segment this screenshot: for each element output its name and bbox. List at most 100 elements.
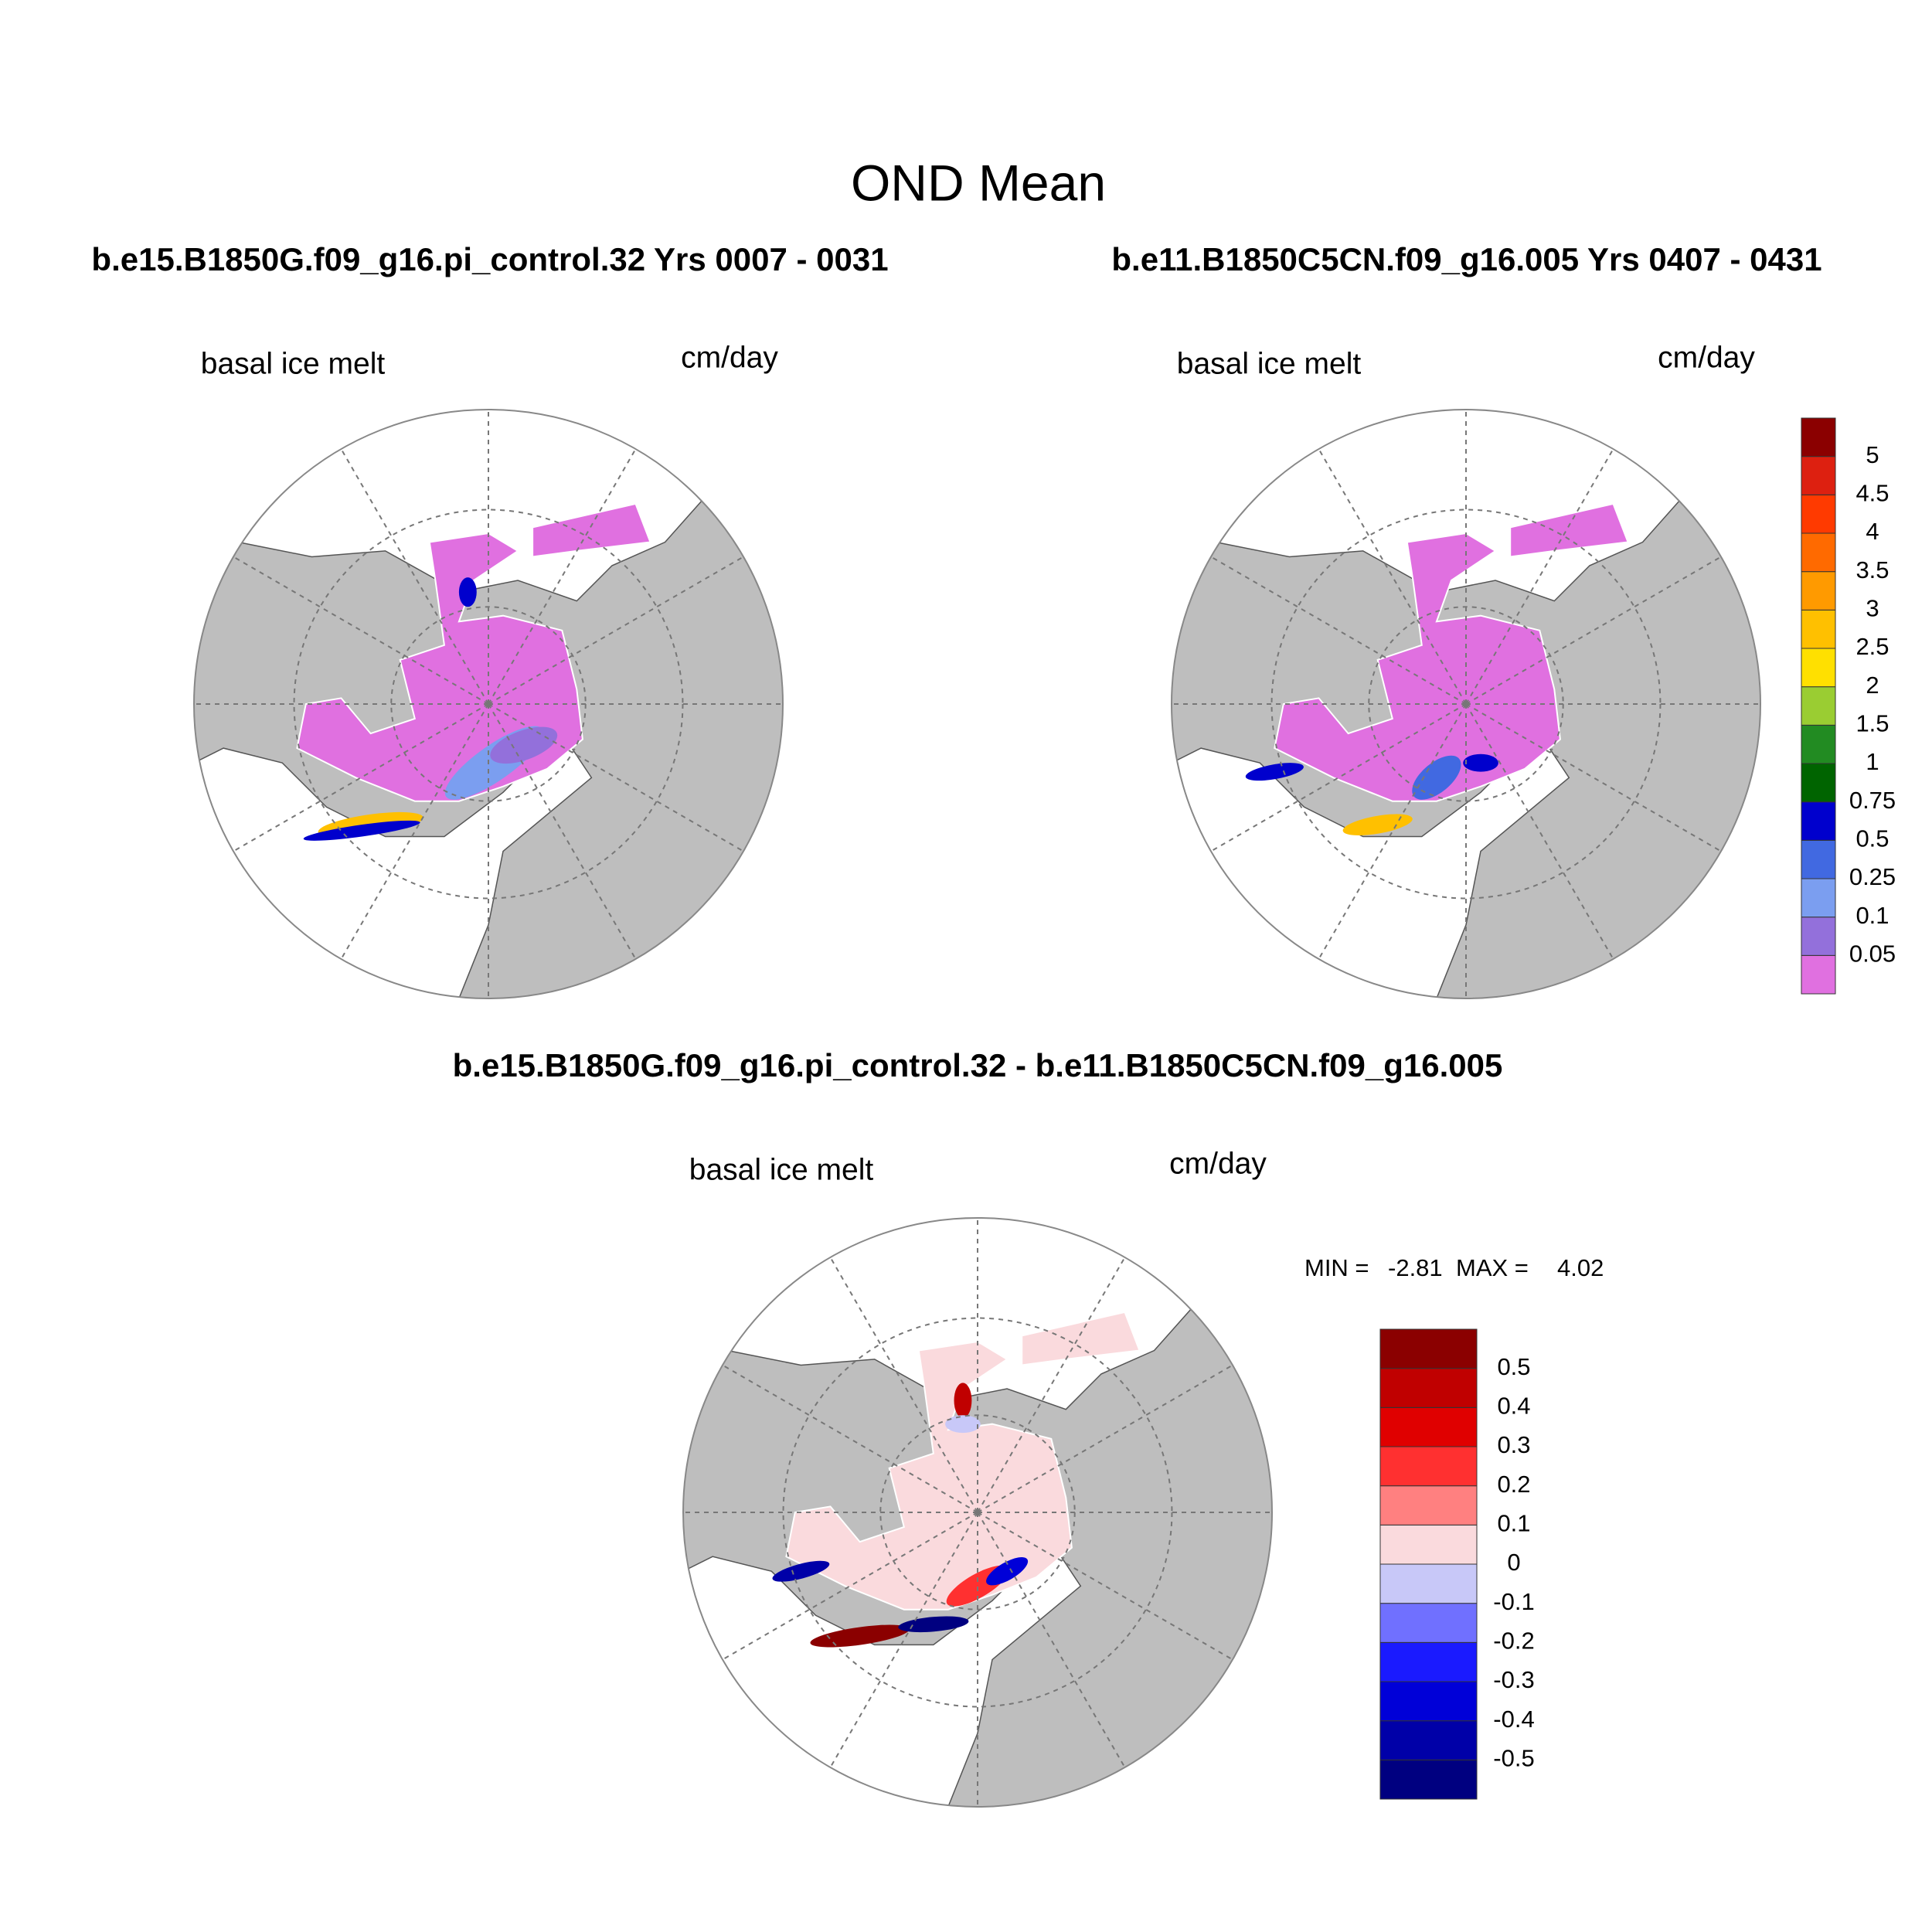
colorbar-label: -0.4: [1493, 1706, 1534, 1733]
colorbar-label: -0.3: [1493, 1666, 1534, 1693]
colorbar-label: 0.2: [1497, 1471, 1530, 1498]
melt-feature: [1342, 814, 1413, 835]
variable-label: basal ice melt: [1177, 347, 1362, 380]
longitude-line: [1318, 448, 1467, 705]
colorbar-box: [1801, 801, 1836, 841]
map-border: [682, 1217, 1273, 1808]
longitude-line: [977, 1257, 1126, 1513]
colorbar-label: 0.05: [1849, 940, 1896, 968]
colorbar-box: [1379, 1641, 1478, 1682]
colorbar-label: 0.4: [1497, 1393, 1530, 1420]
colorbar-box: [1379, 1681, 1478, 1722]
longitude-line: [233, 556, 489, 705]
longitude-line: [1210, 703, 1467, 852]
colorbar-box: [1379, 1485, 1478, 1526]
units-label: cm/day: [1169, 1147, 1267, 1180]
melt-feature: [458, 577, 477, 607]
longitude-line: [1465, 703, 1614, 960]
melt-feature: [954, 1383, 972, 1419]
colorbar-label: 1.5: [1855, 710, 1889, 737]
colorbar-label: 5: [1866, 441, 1879, 468]
panel-heading: b.e15.B1850G.f09_g16.pi_control.32 Yrs 0…: [91, 241, 888, 277]
longitude-line: [829, 1512, 978, 1768]
colorbar-box: [1801, 494, 1836, 534]
latitude-line: [782, 1317, 1173, 1708]
longitude-line: [233, 703, 489, 852]
sea-ice-field: [1509, 502, 1629, 558]
colorbar-box: [1801, 763, 1836, 803]
colorbar-box: [1801, 686, 1836, 726]
sea-ice-field: [532, 502, 651, 558]
longitude-line: [488, 703, 744, 852]
melt-feature: [490, 726, 558, 764]
melt-feature: [986, 1557, 1029, 1586]
longitude-line: [1465, 703, 1722, 852]
colorbar-label: 4.5: [1855, 480, 1889, 507]
colorbar-box: [1379, 1368, 1478, 1408]
variable-label: basal ice melt: [689, 1153, 874, 1186]
units-label: cm/day: [681, 341, 778, 374]
longitude-line: [340, 703, 489, 960]
colorbar-label: -0.5: [1493, 1745, 1534, 1772]
colorbar-box: [1379, 1446, 1478, 1487]
colorbar-label: 3: [1866, 595, 1879, 622]
melt-feature: [1412, 755, 1461, 800]
colorbar-box: [1801, 417, 1836, 457]
colorbar-box: [1801, 724, 1836, 764]
colorbar-label: 1: [1866, 748, 1879, 775]
colorbar-box: [1801, 532, 1836, 573]
sea-ice-field: [1021, 1311, 1141, 1366]
colorbar-box: [1801, 571, 1836, 611]
polar-map: [194, 410, 783, 998]
min-label: MIN =: [1304, 1254, 1369, 1281]
longitude-line: [1465, 556, 1722, 705]
sea-ice-field: [785, 1340, 1073, 1611]
units-label: cm/day: [1658, 341, 1755, 374]
colorbar-label: 0.1: [1497, 1510, 1530, 1537]
melt-feature: [945, 1415, 981, 1434]
longitude-line: [977, 1364, 1233, 1513]
colorbar-label: 4: [1866, 518, 1879, 545]
colorbar-label: 3.5: [1855, 556, 1889, 583]
variable-label: basal ice melt: [201, 347, 386, 380]
colorbar-box: [1801, 609, 1836, 649]
colorbar-box: [1379, 1524, 1478, 1565]
longitude-line: [722, 1512, 978, 1661]
colorbar-label: 0.3: [1497, 1431, 1530, 1458]
sea-ice-field: [1274, 532, 1561, 802]
panel-heading: b.e11.B1850C5CN.f09_g16.005 Yrs 0407 - 0…: [1111, 241, 1821, 277]
longitude-line: [488, 448, 637, 705]
longitude-line: [829, 1257, 978, 1513]
colorbar-box: [1801, 954, 1836, 995]
latitude-line: [293, 509, 684, 900]
longitude-line: [722, 1364, 978, 1513]
melt-feature: [303, 820, 420, 841]
colorbar-label: -0.2: [1493, 1628, 1534, 1655]
longitude-line: [340, 448, 489, 705]
figure-title: OND Mean: [851, 154, 1106, 211]
difference-heading: b.e15.B1850G.f09_g16.pi_control.32 - b.e…: [453, 1047, 1503, 1083]
colorbar-label: 2: [1866, 672, 1879, 699]
colorbar-box: [1379, 1563, 1478, 1604]
melt-feature: [810, 1624, 910, 1648]
colorbar-label: 2.5: [1855, 633, 1889, 660]
colorbar-label: 0.5: [1855, 825, 1889, 852]
colorbar-label: 0.1: [1855, 902, 1889, 929]
colorbar-box: [1801, 648, 1836, 688]
colorbar-box: [1379, 1603, 1478, 1643]
colorbar-label: 0.25: [1849, 863, 1896, 890]
longitude-line: [488, 703, 637, 960]
colorbar-label: 0.5: [1497, 1353, 1530, 1380]
colorbar-box: [1801, 878, 1836, 918]
colorbar-box: [1379, 1759, 1478, 1800]
longitude-line: [977, 1512, 1126, 1768]
max-label: MAX =: [1456, 1254, 1529, 1281]
colorbar-box: [1801, 917, 1836, 956]
colorbar-label: 0: [1507, 1549, 1520, 1576]
longitude-line: [977, 1512, 1233, 1661]
colorbar-box: [1379, 1720, 1478, 1760]
polar-map: [683, 1218, 1272, 1807]
polar-map: [1172, 410, 1760, 998]
